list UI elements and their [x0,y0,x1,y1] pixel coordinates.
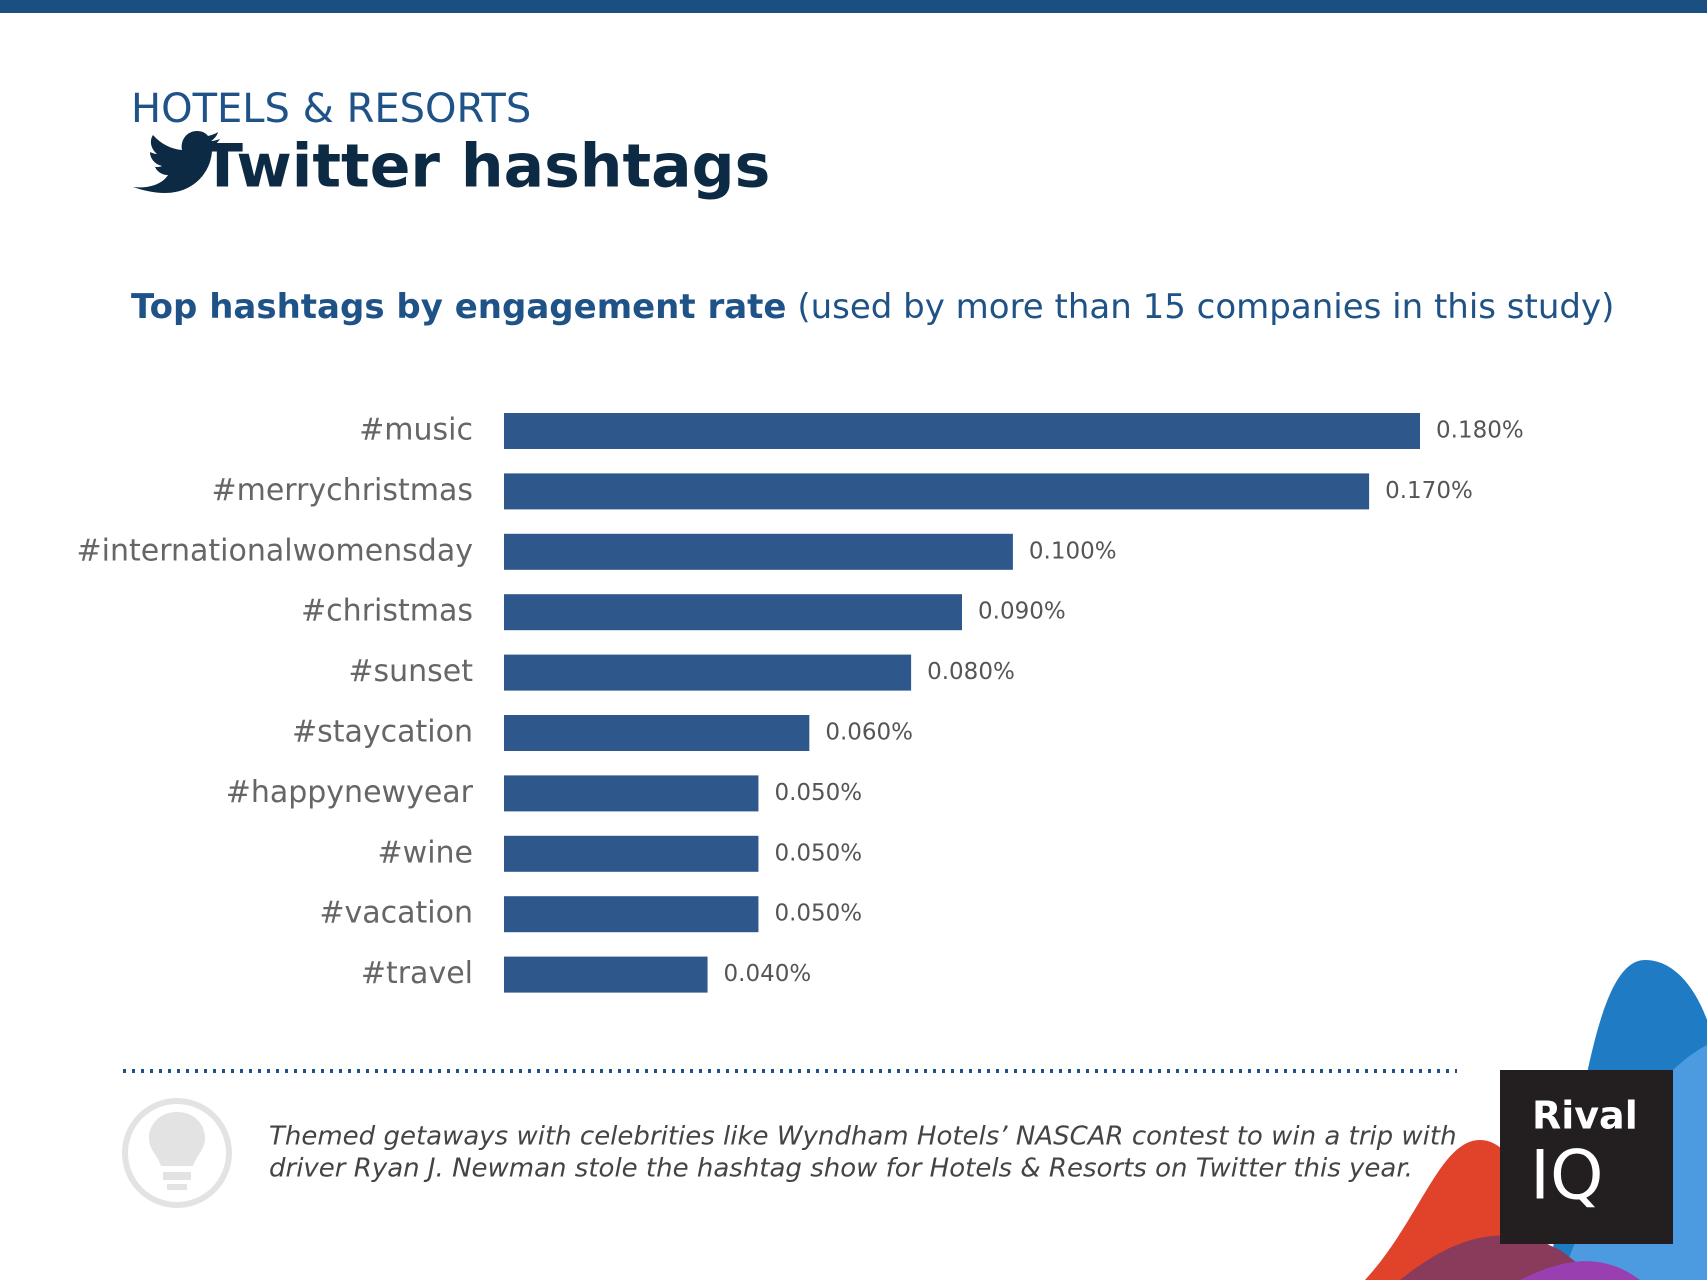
bar [504,473,1370,510]
category-label: #vacation [319,896,473,931]
bar [504,956,708,993]
top-bar [0,0,1707,13]
footnote-line: Themed getaways with celebrities like Wy… [269,1122,1457,1152]
bar [504,775,759,812]
bar [504,594,962,631]
title: Twitter hashtags [202,132,770,202]
chart-title: Top hashtags by engagement rate [131,287,787,327]
kicker: HOTELS & RESORTS [131,86,531,132]
value-label: 0.100% [1029,538,1117,564]
category-label: #sunset [348,654,473,689]
bar [504,533,1013,570]
lightbulb-icon [122,1098,232,1208]
twitter-icon [133,131,220,193]
bar [504,715,810,751]
value-label: 0.170% [1385,478,1473,504]
logo-box [1500,1070,1673,1244]
category-label: #wine [378,835,473,870]
category-label: #staycation [292,715,473,750]
value-label: 0.180% [1436,418,1524,444]
bar [504,413,1420,449]
value-label: 0.050% [774,901,862,927]
category-label: #music [359,413,473,448]
chart-subtitle: (used by more than 15 companies in this … [797,287,1614,327]
category-label: #happynewyear [226,775,474,810]
value-label: 0.040% [724,961,812,987]
category-label: #christmas [301,594,473,629]
value-label: 0.050% [774,840,862,866]
footnote-line: driver Ryan J. Newman stole the hashtag … [269,1154,1413,1184]
value-label: 0.080% [927,659,1015,685]
value-label: 0.060% [825,720,913,746]
logo-text: IQ [1530,1137,1604,1216]
category-label: #travel [361,956,473,991]
bar-chart: #music 0.180% #merrychristmas 0.170% #intern… [77,413,1524,993]
bar [504,835,759,872]
bar [504,654,912,691]
bar [504,896,759,933]
category-label: #merrychristmas [211,473,473,508]
logo-text: Rival [1532,1094,1638,1138]
value-label: 0.090% [978,599,1066,625]
value-label: 0.050% [774,780,862,806]
subtitle: Top hashtags by engagement rate (used by… [131,287,1614,327]
category-label: #internationalwomensday [77,533,474,568]
